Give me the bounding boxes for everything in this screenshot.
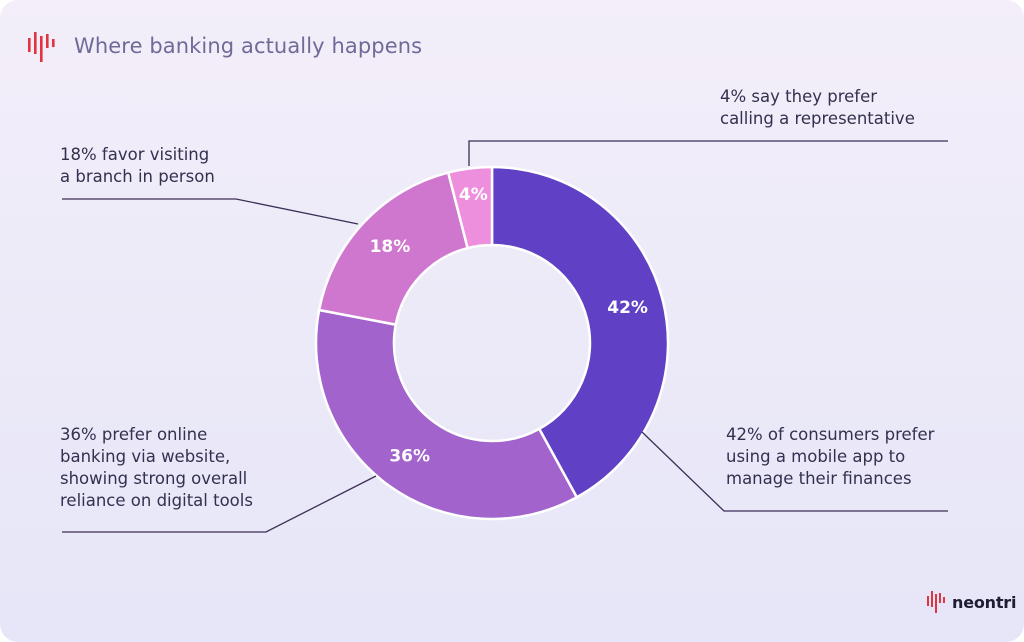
page-title: Where banking actually happens bbox=[74, 34, 423, 58]
donut-slice-4 bbox=[446, 165, 494, 250]
donut-slices bbox=[314, 165, 670, 521]
slice-label-42: 42% bbox=[607, 298, 648, 318]
donut-slice-42 bbox=[490, 165, 670, 499]
leader-line-4 bbox=[468, 140, 948, 166]
leader-line-18 bbox=[62, 198, 359, 225]
donut-slice-36 bbox=[314, 308, 579, 521]
brand-waveform-icon bbox=[28, 32, 55, 62]
annotation-online-banking: 36% prefer online banking via website, s… bbox=[60, 425, 253, 510]
annotation-calling-representative: 4% say they prefer calling a representat… bbox=[720, 87, 915, 128]
slice-label-4: 4% bbox=[459, 185, 488, 205]
leader-line-42 bbox=[641, 431, 948, 512]
leader-lines bbox=[62, 140, 948, 533]
annotation-mobile-app: 42% of consumers prefer using a mobile a… bbox=[726, 425, 935, 488]
slice-labels: 42% 36% 18% 4% bbox=[370, 185, 648, 466]
header: Where banking actually happens bbox=[26, 30, 422, 62]
slice-label-18: 18% bbox=[370, 237, 411, 257]
neontri-logo: neontri bbox=[926, 590, 1016, 614]
logo-text: neontri bbox=[952, 592, 1017, 612]
annotation-branch-visit: 18% favor visiting a branch in person bbox=[60, 145, 215, 186]
donut-slice-18 bbox=[317, 171, 470, 327]
slice-label-36: 36% bbox=[389, 446, 430, 466]
logo-waveform-icon bbox=[927, 591, 945, 613]
leader-line-36 bbox=[62, 475, 377, 533]
